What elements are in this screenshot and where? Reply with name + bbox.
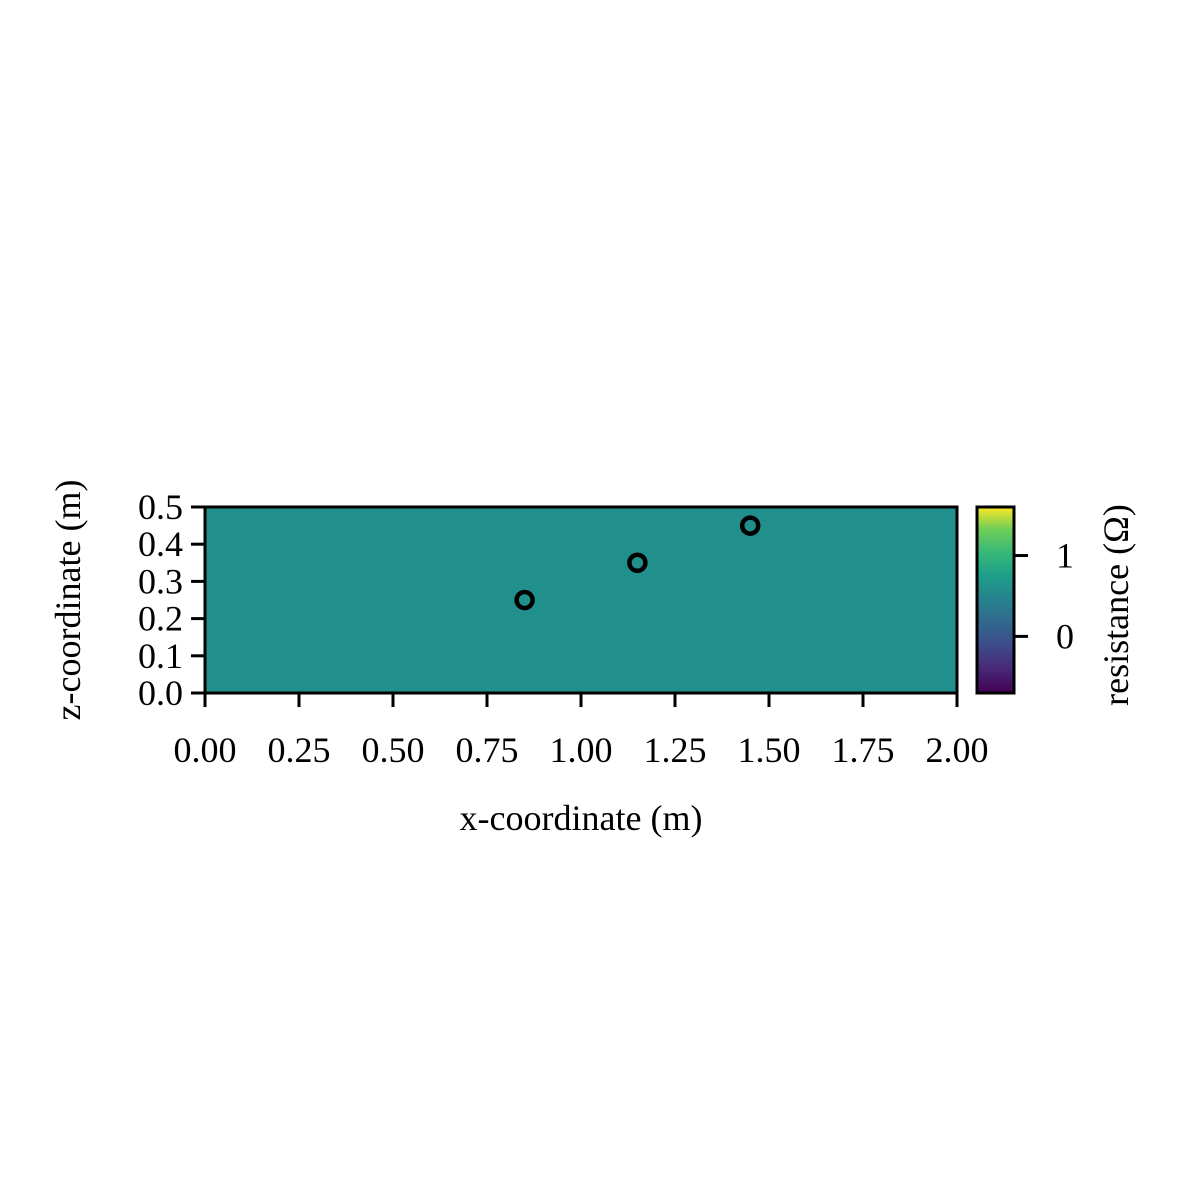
y-tick-label-4: 0.4 (138, 524, 183, 564)
colorbar-ticks: 10 (1014, 536, 1074, 656)
y-axis-ticks: 0.00.10.20.30.40.5 (138, 487, 205, 713)
x-tick-label-2: 0.50 (362, 730, 425, 770)
y-tick-label-2: 0.2 (138, 599, 183, 639)
x-tick-label-7: 1.75 (832, 730, 895, 770)
x-tick-label-6: 1.50 (738, 730, 801, 770)
x-tick-label-8: 2.00 (926, 730, 989, 770)
data-point-2 (627, 552, 648, 574)
colorbar-label: resistance (Ω) (1096, 504, 1136, 706)
x-axis-label: x-coordinate (m) (460, 798, 703, 838)
y-tick-label-0: 0.0 (138, 673, 183, 713)
x-tick-label-5: 1.25 (644, 730, 707, 770)
y-tick-label-1: 0.1 (138, 636, 183, 676)
y-tick-label-5: 0.5 (138, 487, 183, 527)
y-tick-label-3: 0.3 (138, 561, 183, 601)
x-tick-label-1: 0.25 (268, 730, 331, 770)
y-axis-label: z-coordinate (m) (48, 480, 88, 721)
x-tick-label-3: 0.75 (456, 730, 519, 770)
colorbar-tick-label-1: 0 (1056, 616, 1074, 656)
colorbar (977, 507, 1014, 693)
data-point-3 (739, 515, 761, 536)
x-tick-label-0: 0.00 (174, 730, 237, 770)
x-tick-label-4: 1.00 (550, 730, 613, 770)
x-axis-ticks: 0.00 0.25 0.50 0.75 1.00 1.25 1.50 1.75 2.00 (174, 693, 989, 770)
data-point-1 (514, 589, 535, 611)
colorbar-frame (975, 505, 1016, 695)
points-layer (514, 515, 761, 611)
heatmap-field (205, 507, 957, 693)
colorbar-tick-label-0: 1 (1056, 536, 1074, 576)
